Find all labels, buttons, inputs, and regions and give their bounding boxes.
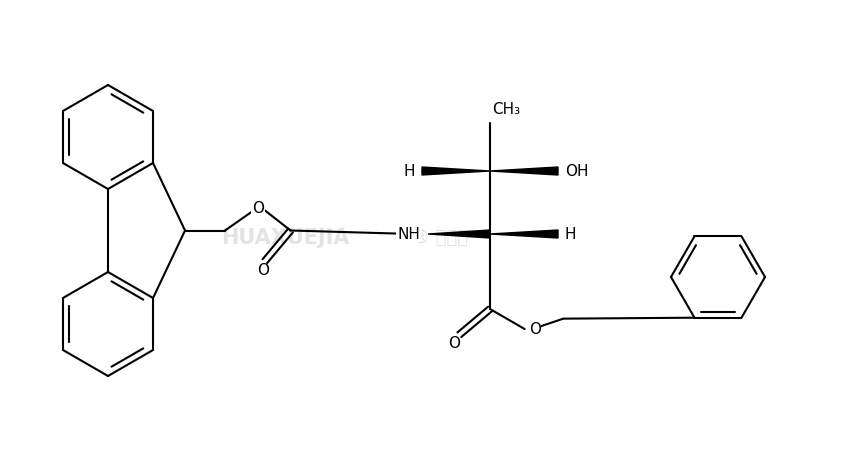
Text: H: H (565, 227, 576, 242)
Text: ® 化学加: ® 化学加 (412, 229, 468, 246)
Text: H: H (404, 164, 415, 179)
Text: O: O (252, 200, 264, 216)
Text: OH: OH (565, 164, 588, 179)
Text: CH₃: CH₃ (492, 102, 521, 117)
Polygon shape (490, 168, 558, 175)
Polygon shape (428, 231, 490, 238)
Text: O: O (257, 262, 269, 277)
Polygon shape (422, 168, 490, 175)
Text: HUAXUEJIA: HUAXUEJIA (221, 227, 350, 247)
Text: O: O (528, 322, 540, 337)
Text: O: O (448, 336, 460, 350)
Text: NH: NH (397, 227, 420, 242)
Polygon shape (490, 231, 558, 238)
